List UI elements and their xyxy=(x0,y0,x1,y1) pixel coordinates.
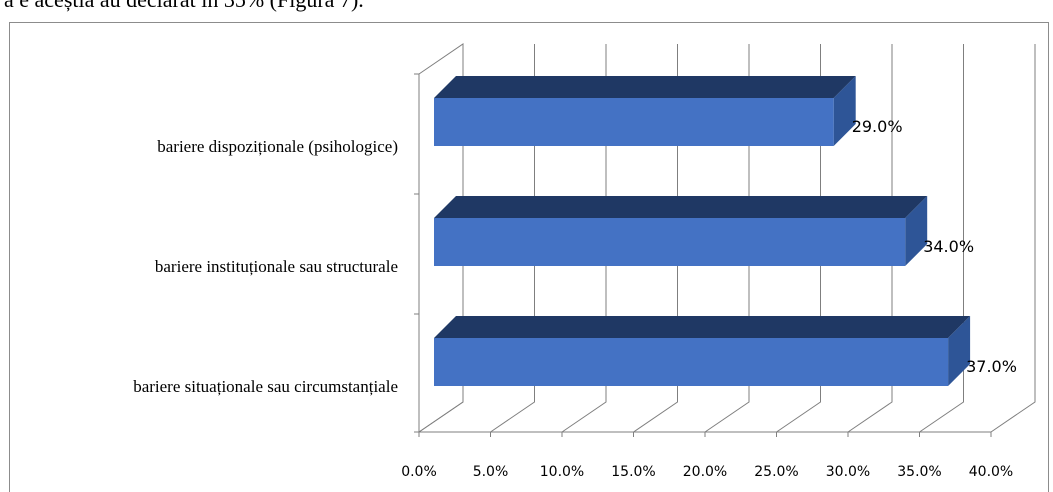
bar-side-face xyxy=(948,316,971,386)
x-tick-label: 0.0% xyxy=(401,464,437,480)
data-label: 29.0% xyxy=(852,117,903,136)
labels: 0.0% 5.0% 10.0% 15.0% 20.0% 25.0% 30.0% 35.0% 40… xyxy=(133,117,1017,480)
bar xyxy=(434,196,928,266)
bar-front-face xyxy=(434,98,834,146)
document-text-fragment: a e aceștia au declarat în 35% (Figura 7… xyxy=(4,0,364,13)
category-label: bariere dispoziționale (psihologice) xyxy=(157,137,398,156)
gridline xyxy=(776,44,821,433)
bar-side-face xyxy=(905,196,928,266)
gridline xyxy=(704,44,750,433)
chart-area xyxy=(9,22,1049,492)
bar-front-face xyxy=(434,218,906,266)
data-label: 37.0% xyxy=(966,357,1017,376)
gridline xyxy=(847,44,893,433)
x-tick-label: 25.0% xyxy=(754,464,798,480)
x-tick-label: 15.0% xyxy=(611,464,655,480)
bar-top-face xyxy=(434,196,928,218)
x-tick-label: 35.0% xyxy=(897,464,941,480)
category-label: bariere instituționale sau structurale xyxy=(155,257,398,276)
x-tick-label: 30.0% xyxy=(826,464,870,480)
x-tick-label: 40.0% xyxy=(969,464,1013,480)
bars xyxy=(434,76,971,386)
data-label: 34.0% xyxy=(923,237,974,256)
x-tick-label: 20.0% xyxy=(683,464,727,480)
bar-top-face xyxy=(434,316,971,338)
gridline xyxy=(490,44,535,433)
bar-front-face xyxy=(434,338,949,386)
bar-side-face xyxy=(833,76,856,146)
gridlines xyxy=(414,43,1036,437)
gridline xyxy=(990,44,1036,433)
bar-top-face xyxy=(434,76,856,98)
bar xyxy=(434,316,971,386)
x-tick-label: 5.0% xyxy=(473,464,509,480)
gridline xyxy=(633,44,678,433)
x-tick-label: 10.0% xyxy=(540,464,584,480)
category-label: bariere situaționale sau circumstanțiale xyxy=(133,377,398,396)
gridline xyxy=(561,44,607,433)
gridline xyxy=(919,44,964,433)
bar xyxy=(434,76,856,146)
